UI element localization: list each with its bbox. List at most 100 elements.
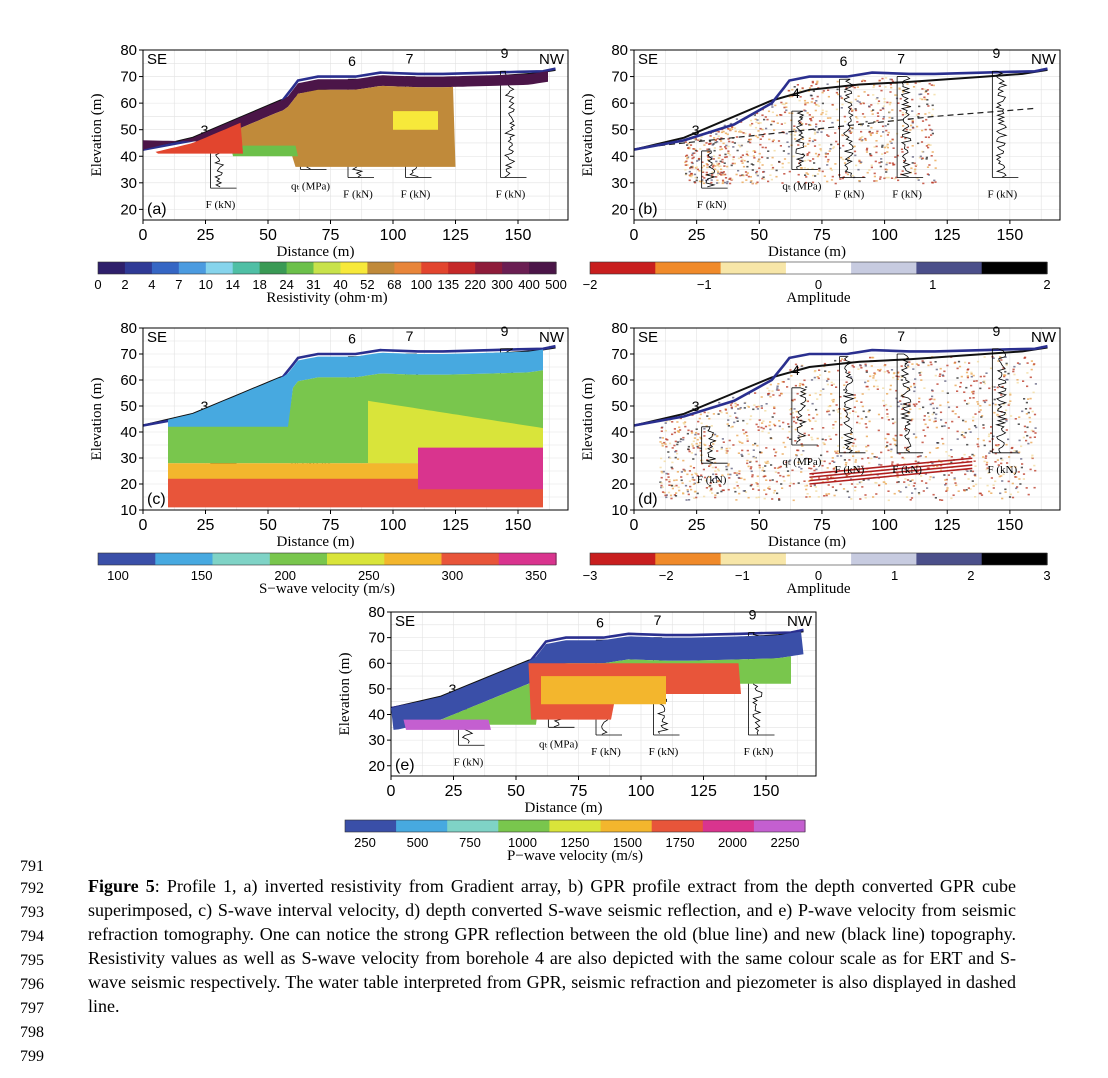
reflection-speck (670, 466, 673, 469)
reflection-speck (887, 449, 890, 452)
reflection-speck (926, 173, 929, 175)
reflection-speck (778, 499, 781, 501)
y-tick-label: 40 (120, 148, 137, 165)
reflection-speck (834, 479, 837, 482)
reflection-speck (814, 486, 817, 488)
reflection-speck (928, 82, 931, 85)
reflection-speck (670, 497, 673, 500)
reflection-speck (889, 83, 892, 86)
reflection-speck (684, 173, 687, 176)
reflection-speck (749, 119, 753, 122)
reflection-speck (821, 170, 824, 173)
reflection-speck (862, 102, 865, 105)
reflection-speck (684, 164, 687, 166)
reflection-speck (860, 401, 863, 403)
reflection-speck (773, 489, 776, 492)
reflection-speck (815, 83, 818, 85)
reflection-speck (918, 455, 921, 458)
reflection-speck (886, 101, 889, 104)
reflection-speck (1023, 398, 1026, 400)
reflection-speck (768, 424, 771, 427)
reflection-speck (719, 148, 722, 151)
reflection-speck (684, 169, 687, 171)
reflection-speck (1006, 378, 1009, 381)
reflection-speck (761, 422, 764, 424)
reflection-speck (1010, 415, 1013, 417)
reflection-speck (682, 436, 685, 439)
reflection-speck (864, 494, 867, 496)
reflection-speck (826, 180, 829, 183)
colorbar-swatch (498, 820, 550, 832)
reflection-speck (1022, 380, 1025, 382)
y-tick-label: 10 (611, 502, 628, 519)
reflection-speck (818, 477, 821, 479)
reflection-speck (876, 130, 879, 133)
reflection-speck (997, 360, 1000, 362)
reflection-speck (950, 461, 953, 464)
reflection-speck (718, 484, 721, 486)
reflection-speck (900, 148, 904, 151)
reflection-speck (813, 376, 816, 379)
reflection-speck (863, 80, 867, 82)
reflection-speck (972, 374, 975, 377)
reflection-speck (980, 494, 984, 496)
reflection-speck (792, 482, 795, 485)
reflection-speck (890, 456, 893, 458)
reflection-speck (771, 479, 774, 481)
reflection-speck (760, 407, 763, 409)
reflection-speck (769, 174, 772, 176)
reflection-speck (683, 470, 686, 472)
reflection-speck (730, 426, 733, 429)
reflection-speck (747, 175, 750, 178)
reflection-speck (800, 167, 803, 169)
reflection-speck (764, 475, 767, 477)
reflection-speck (912, 86, 916, 88)
reflection-speck (711, 434, 715, 436)
reflection-speck (977, 438, 980, 440)
reflection-speck (744, 171, 748, 173)
reflection-speck (873, 146, 876, 148)
reflection-speck (750, 470, 753, 473)
reflection-speck (936, 465, 939, 468)
reflection-speck (842, 144, 845, 147)
x-axis-label: Distance (m) (277, 244, 355, 260)
reflection-speck (740, 160, 743, 162)
reflection-speck (921, 98, 924, 101)
borehole-unit-label: F (kN) (892, 189, 922, 201)
reflection-speck (1034, 427, 1037, 429)
x-tick-label: 150 (505, 227, 532, 244)
reflection-speck (772, 394, 775, 396)
reflection-speck (872, 375, 875, 377)
reflection-speck (890, 369, 894, 371)
reflection-speck (911, 363, 914, 365)
reflection-speck (729, 415, 732, 417)
reflection-speck (1020, 445, 1023, 448)
reflection-speck (720, 174, 723, 176)
reflection-speck (979, 382, 982, 384)
reflection-speck (667, 476, 670, 478)
reflection-speck (940, 461, 943, 463)
colorbar-swatch (981, 553, 1048, 565)
reflection-speck (682, 492, 685, 495)
reflection-speck (932, 407, 935, 410)
reflection-speck (943, 425, 946, 427)
reflection-speck (966, 470, 969, 472)
x-tick-label: 100 (871, 227, 898, 244)
reflection-speck (750, 466, 753, 468)
reflection-speck (864, 497, 867, 499)
reflection-speck (887, 419, 890, 421)
reflection-speck (914, 82, 917, 84)
reflection-speck (719, 165, 722, 167)
reflection-speck (843, 395, 846, 397)
reflection-speck (714, 141, 717, 144)
reflection-speck (897, 401, 900, 403)
reflection-speck (907, 388, 910, 390)
reflection-speck (714, 461, 717, 464)
reflection-speck (840, 156, 843, 159)
reflection-speck (662, 470, 665, 473)
reflection-speck (945, 482, 948, 485)
reflection-speck (827, 405, 830, 408)
reflection-speck (783, 106, 786, 109)
reflection-speck (771, 498, 774, 500)
reflection-speck (756, 181, 759, 184)
